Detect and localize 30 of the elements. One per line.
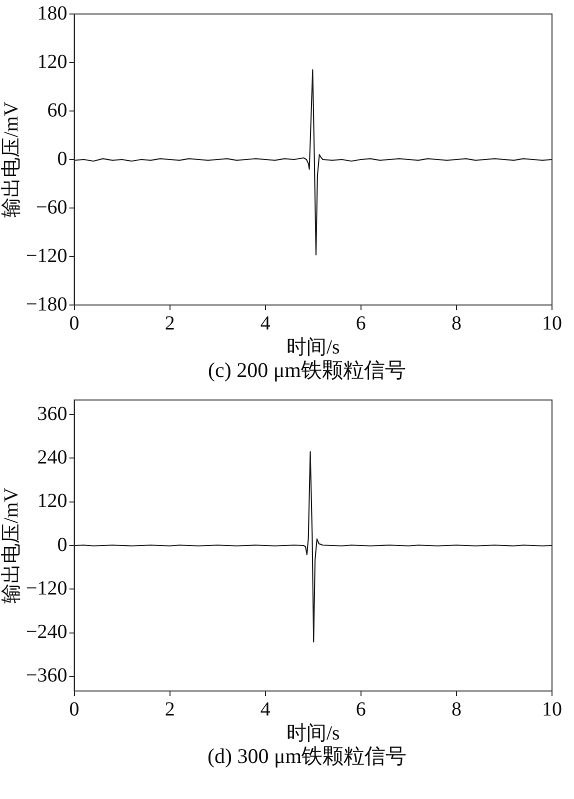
x-tick-label: 4 bbox=[260, 698, 270, 720]
y-tick-label: 0 bbox=[57, 534, 68, 556]
x-tick-label: 10 bbox=[542, 698, 562, 720]
y-tick-label: −120 bbox=[26, 577, 68, 600]
y-tick-label: 0 bbox=[57, 148, 68, 170]
x-axis-title: 时间/s bbox=[286, 336, 340, 358]
text: (d) 300 μm铁颗粒信号 bbox=[206, 743, 408, 768]
x-tick-label: 6 bbox=[356, 698, 366, 720]
y-tick-label: 360 bbox=[37, 402, 68, 425]
y-tick-label: 120 bbox=[37, 50, 68, 73]
x-axis-title: 时间/s bbox=[286, 722, 340, 744]
y-axis-title: 输出电压/mV bbox=[0, 101, 22, 218]
y-tick-label: 60 bbox=[47, 99, 68, 122]
y-tick-label: −240 bbox=[26, 621, 68, 644]
y-tick-label: −180 bbox=[26, 293, 68, 316]
y-tick-label: 240 bbox=[37, 446, 68, 468]
y-tick-label: −60 bbox=[36, 196, 68, 218]
y-tick-label: −360 bbox=[26, 664, 68, 687]
y-tick-label: 180 bbox=[37, 2, 68, 24]
x-tick-label: 2 bbox=[164, 698, 175, 720]
y-tick-label: −120 bbox=[26, 244, 68, 267]
x-tick-label: 8 bbox=[451, 312, 462, 334]
y-axis-title: 输出电压/mV bbox=[0, 487, 22, 604]
x-tick-label: 8 bbox=[451, 698, 462, 720]
x-tick-label: 4 bbox=[260, 312, 270, 334]
text: (c) 200 μm铁颗粒信号 bbox=[207, 357, 407, 382]
x-tick-label: 10 bbox=[542, 312, 562, 334]
y-tick-label: 120 bbox=[37, 490, 68, 512]
x-tick-label: 6 bbox=[356, 312, 366, 334]
x-tick-label: 2 bbox=[164, 312, 175, 334]
